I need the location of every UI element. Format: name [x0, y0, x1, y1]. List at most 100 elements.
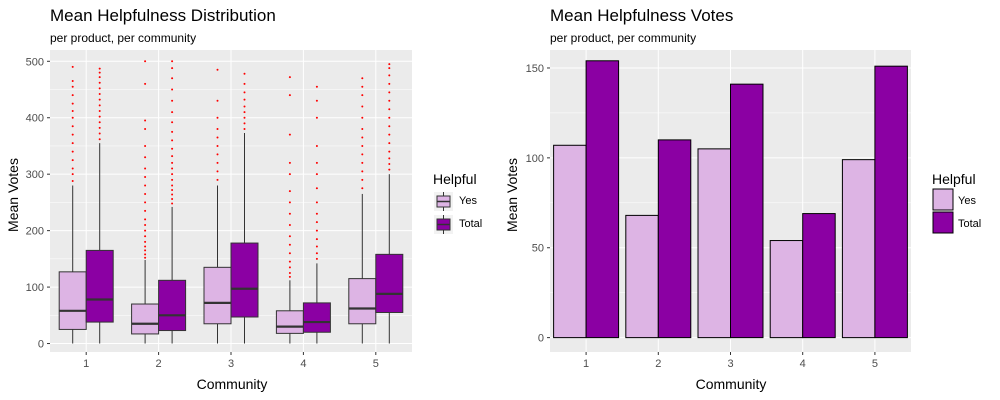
outlier-point — [71, 125, 74, 128]
bar-yes-4 — [769, 240, 804, 339]
outlier-point — [243, 111, 246, 114]
outlier-point — [361, 161, 364, 164]
outlier-point — [388, 108, 391, 111]
outlier-point — [71, 167, 74, 170]
outlier-point — [71, 102, 74, 105]
barchart-x-tick-label: 2 — [655, 358, 661, 370]
box-iqr — [230, 242, 259, 318]
boxplot-chart: Mean Helpfulness Distribution per produc… — [5, 6, 482, 392]
outlier-point — [144, 209, 147, 212]
barchart-legend: Helpful Yes Total — [932, 171, 981, 234]
outlier-point — [71, 133, 74, 136]
boxplot-legend: Helpful Yes Total — [433, 171, 482, 234]
barchart-legend-title: Helpful — [932, 171, 976, 187]
outlier-point — [388, 99, 391, 102]
bar-yes-5 — [841, 159, 876, 339]
boxplot-y-axis-title: Mean Votes — [5, 158, 21, 232]
box-total-5 — [375, 63, 404, 344]
outlier-point — [243, 122, 246, 125]
outlier-point — [288, 161, 291, 164]
outlier-point — [171, 198, 174, 201]
outlier-point — [171, 88, 174, 91]
outlier-point — [288, 133, 291, 136]
boxplot-y-tick-label: 300 — [26, 169, 44, 181]
outlier-point — [98, 138, 101, 141]
outlier-point — [144, 156, 147, 159]
boxplot-y-ticks: 0 100 200 300 400 500 — [26, 56, 50, 351]
outlier-point — [288, 252, 291, 255]
outlier-point — [315, 173, 318, 176]
outlier-point — [216, 116, 219, 119]
outlier-point — [171, 193, 174, 196]
box-iqr — [58, 271, 87, 330]
outlier-point — [144, 235, 147, 238]
outlier-point — [361, 116, 364, 119]
bar-total-2 — [657, 139, 692, 339]
outlier-point — [243, 82, 246, 85]
outlier-point — [98, 104, 101, 107]
outlier-point — [388, 168, 391, 171]
outlier-point — [243, 72, 246, 75]
boxplot-y-tick-label: 100 — [26, 282, 44, 294]
outlier-point — [171, 121, 174, 124]
barchart-y-axis-title: Mean Votes — [504, 158, 520, 232]
barchart-x-tick-label: 3 — [727, 358, 733, 370]
box-iqr — [85, 249, 114, 323]
box-yes-3 — [203, 68, 232, 344]
outlier-point — [361, 144, 364, 147]
outlier-point — [288, 223, 291, 226]
outlier-point — [288, 201, 291, 204]
outlier-point — [288, 275, 291, 278]
outlier-point — [216, 144, 219, 147]
box-total-2 — [158, 60, 187, 344]
outlier-point — [144, 256, 147, 259]
box-iqr — [158, 279, 187, 332]
outlier-point — [216, 128, 219, 131]
outlier-point — [171, 147, 174, 150]
barchart-y-ticks: 0 50 100 150 — [526, 63, 550, 345]
bar-total-4 — [802, 213, 836, 339]
outlier-point — [71, 109, 74, 112]
outlier-point — [98, 109, 101, 112]
barchart-x-tick-label: 1 — [583, 358, 589, 370]
outlier-point — [144, 240, 147, 243]
outlier-point — [71, 173, 74, 176]
boxplot-x-tick-label: 3 — [228, 358, 234, 370]
outlier-point — [361, 85, 364, 88]
bar-yes-2 — [625, 214, 659, 339]
outlier-point — [315, 144, 318, 147]
boxplot-x-tick-label: 1 — [83, 358, 89, 370]
outlier-point — [71, 65, 74, 68]
barchart-y-tick-label: 0 — [538, 333, 544, 345]
outlier-point — [388, 142, 391, 145]
outlier-point — [71, 80, 74, 83]
box-total-1 — [85, 67, 114, 344]
boxplot-x-tick-label: 2 — [156, 358, 162, 370]
outlier-point — [361, 170, 364, 173]
outlier-point — [98, 71, 101, 74]
barchart-x-axis-title: Community — [696, 376, 767, 392]
box-yes-5 — [348, 77, 377, 344]
boxplot-legend-title: Helpful — [433, 171, 477, 187]
outlier-point — [144, 60, 147, 63]
outlier-point — [98, 121, 101, 124]
outlier-point — [171, 60, 174, 63]
boxplot-x-tick-label: 4 — [300, 358, 306, 370]
outlier-point — [216, 99, 219, 102]
bar-total-3 — [730, 83, 764, 339]
outlier-point — [98, 67, 101, 70]
outlier-point — [71, 85, 74, 88]
outlier-point — [288, 235, 291, 238]
outlier-point — [171, 178, 174, 181]
outlier-point — [71, 94, 74, 97]
outlier-point — [71, 142, 74, 145]
outlier-point — [315, 116, 318, 119]
barchart-marks — [553, 60, 908, 339]
outlier-point — [361, 105, 364, 108]
outlier-point — [144, 223, 147, 226]
boxplot-legend-label-yes: Yes — [459, 195, 477, 207]
outlier-point — [288, 190, 291, 193]
outlier-point — [288, 260, 291, 263]
outlier-point — [171, 111, 174, 114]
